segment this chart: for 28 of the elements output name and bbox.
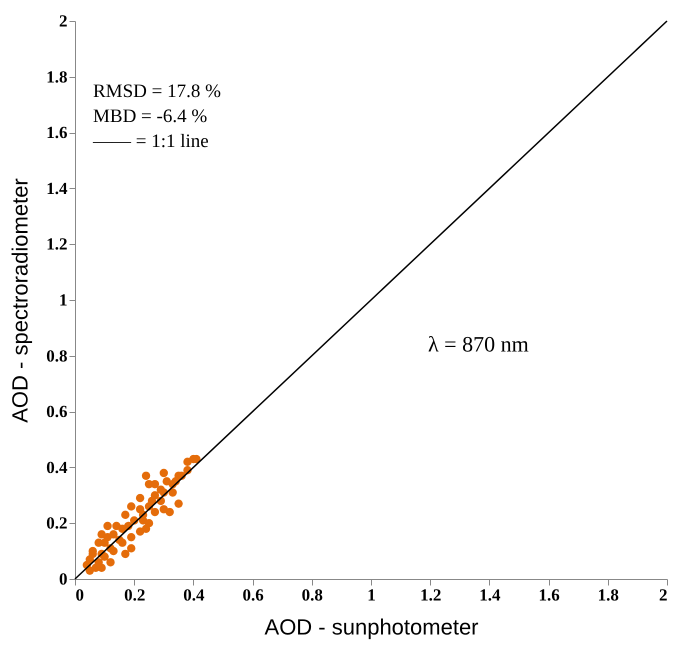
y-tick-label: 0.8 [46, 346, 68, 366]
y-tick-label: 0.2 [46, 514, 68, 533]
x-tick-label: 0 [76, 586, 84, 604]
y-tick-label: 0.4 [46, 458, 68, 477]
y-tick-label: 1.2 [46, 234, 68, 254]
y-axis-title: AOD - spectroradiometer [7, 178, 32, 423]
annotation: RMSD = 17.8 % [93, 81, 222, 102]
y-tick-label: 1.6 [46, 123, 68, 142]
x-tick-label: 0.8 [302, 586, 323, 604]
y-tick-label: 0.6 [46, 402, 68, 422]
x-tick-label: 2 [659, 586, 668, 604]
y-tick-label: 1.8 [46, 67, 68, 86]
x-tick-label: 1.2 [420, 586, 442, 604]
y-tick-label: 1 [59, 290, 68, 310]
x-tick-label: 1.6 [538, 586, 560, 604]
y-tick-label: 1.4 [46, 178, 68, 198]
y-tick-label: 2 [59, 12, 68, 30]
x-tick-label: 0.2 [124, 586, 146, 604]
annotation: —— = 1:1 line [92, 131, 209, 152]
x-tick-label: 1.4 [479, 586, 502, 604]
y-tick-label: 0 [59, 570, 68, 588]
x-tick-label: 1 [367, 586, 376, 604]
x-tick-label: 0.4 [183, 586, 206, 604]
annotation: λ = 870 nm [428, 331, 529, 356]
x-axis-title: AOD - sunphotometer [264, 614, 478, 640]
annotation: MBD = -6.4 % [93, 106, 208, 127]
x-tick-label: 1.8 [598, 586, 619, 604]
x-tick-label: 0.6 [242, 586, 264, 604]
